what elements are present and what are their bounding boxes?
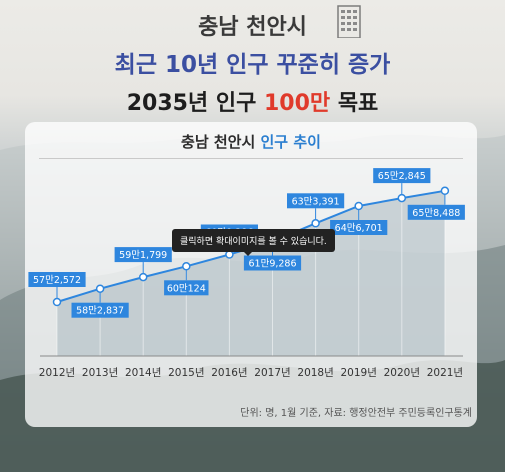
data-label-7: 64만6,701 xyxy=(335,223,383,234)
data-label-box-5 xyxy=(243,255,302,271)
source-note: 단위: 명, 1월 기준, 자료: 행정안전부 주민등록인구통계 xyxy=(240,408,472,419)
headline-target-pre: 2035년 인구 xyxy=(126,91,264,116)
x-tick-label-0: 2012년 xyxy=(39,367,75,379)
data-label-box-8 xyxy=(373,168,431,184)
data-point-1 xyxy=(95,284,105,293)
data-point-9 xyxy=(440,186,450,196)
headline-target-accent: 100만 xyxy=(263,91,331,116)
data-label-box-0 xyxy=(28,272,86,287)
chart-title-accent: 인구 추이 xyxy=(260,133,321,151)
data-label-6: 63만3,391 xyxy=(292,196,340,207)
x-tick-label-1: 2013년 xyxy=(82,367,118,379)
data-point-6 xyxy=(311,219,320,228)
data-label-box-7 xyxy=(330,220,388,235)
series-area xyxy=(57,190,445,356)
data-label-2: 59만1,799 xyxy=(119,250,167,261)
x-tick-label-9: 2021년 xyxy=(427,367,463,379)
data-label-box-6 xyxy=(287,193,345,209)
data-point-8 xyxy=(397,193,407,203)
x-tick-label-8: 2020년 xyxy=(384,367,420,379)
data-label-box-9 xyxy=(407,204,465,220)
x-tick-label-4: 2016년 xyxy=(211,367,247,379)
data-point-4 xyxy=(225,250,234,259)
title-divider xyxy=(39,158,463,159)
building-icon xyxy=(337,5,361,38)
headline-city: 충남 천안시 xyxy=(198,15,307,40)
data-label-8: 65만2,845 xyxy=(378,171,426,182)
data-point-0 xyxy=(52,297,62,307)
data-label-box-2 xyxy=(114,247,172,263)
data-label-0: 57만2,572 xyxy=(33,275,81,286)
headline-target: 2035년 인구 100만 목표 xyxy=(0,85,505,117)
data-label-1: 58만2,837 xyxy=(76,306,124,317)
x-tick-label-6: 2018년 xyxy=(297,367,333,379)
click-to-enlarge-tooltip: 클릭하면 확대이미지를 볼 수 있습니다. xyxy=(172,229,335,256)
x-tick-label-3: 2015년 xyxy=(168,367,204,379)
x-tick-label-5: 2017년 xyxy=(254,367,290,379)
data-label-3: 60만124 xyxy=(167,283,206,294)
headline-target-post: 목표 xyxy=(330,91,379,116)
chart-title: 충남 천안시 인구 추이 xyxy=(25,131,477,152)
data-label-9: 65만8,488 xyxy=(412,208,460,219)
data-point-7 xyxy=(354,201,363,211)
headline-growth: 최근 10년 인구 꾸준히 증가 xyxy=(114,52,391,78)
data-label-5: 61만9,286 xyxy=(248,259,296,270)
data-point-3 xyxy=(182,262,191,271)
chart-title-pre: 충남 천안시 xyxy=(181,133,261,151)
data-point-2 xyxy=(138,272,148,282)
data-label-box-1 xyxy=(71,302,129,318)
data-label-box-3 xyxy=(164,280,209,296)
x-tick-label-7: 2019년 xyxy=(341,367,377,379)
x-tick-label-2: 2014년 xyxy=(125,367,161,379)
